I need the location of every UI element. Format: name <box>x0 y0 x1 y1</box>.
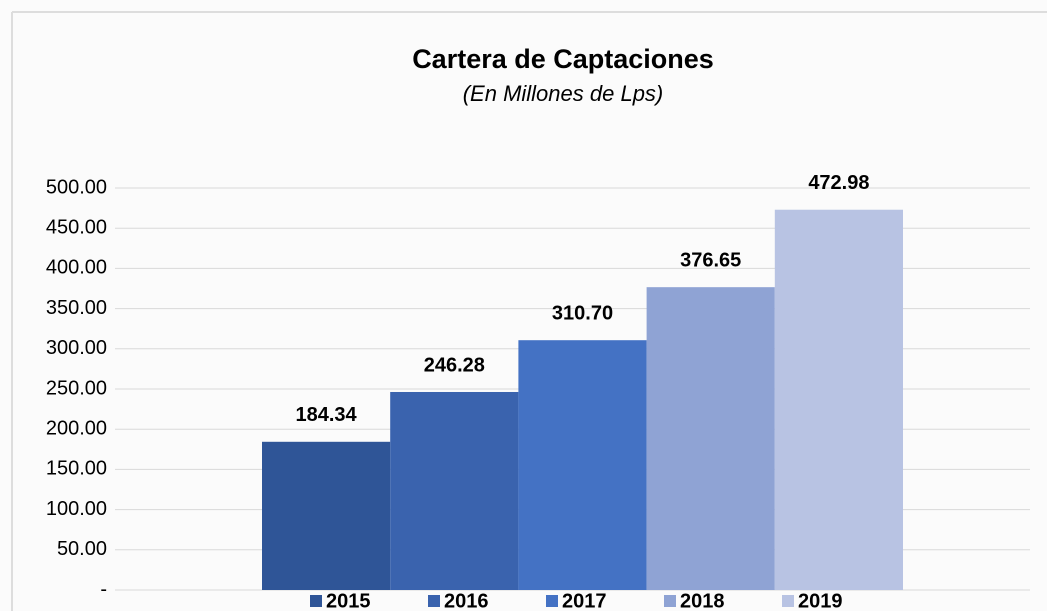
y-tick-label: - <box>100 578 107 600</box>
legend-label: 2016 <box>444 590 489 611</box>
legend-swatch <box>428 595 440 607</box>
bar <box>262 441 391 590</box>
bar <box>390 391 519 590</box>
y-tick-label: 300.00 <box>46 337 107 359</box>
y-tick-label: 100.00 <box>46 498 107 520</box>
legend-label: 2015 <box>326 590 371 611</box>
y-tick-label: 350.00 <box>46 297 107 319</box>
legend-swatch <box>782 595 794 607</box>
chart-title: Cartera de Captaciones <box>412 44 714 74</box>
legend-label: 2019 <box>798 590 843 611</box>
legend-label: 2018 <box>680 590 725 611</box>
value-label: 184.34 <box>296 404 358 426</box>
y-tick-label: 150.00 <box>46 458 107 480</box>
value-label: 472.98 <box>808 172 869 194</box>
legend-swatch <box>664 595 676 607</box>
bar <box>518 340 647 590</box>
bar <box>774 209 903 591</box>
y-tick-label: 250.00 <box>46 377 107 399</box>
legend-label: 2017 <box>562 590 607 611</box>
y-tick-label: 50.00 <box>57 538 107 560</box>
legend-swatch <box>546 595 558 607</box>
y-tick-label: 400.00 <box>46 257 107 279</box>
value-label: 376.65 <box>680 249 741 271</box>
bar <box>646 287 775 590</box>
y-tick-label: 500.00 <box>46 176 107 198</box>
y-tick-label: 200.00 <box>46 417 107 439</box>
legend-swatch <box>310 595 322 607</box>
y-tick-label: 450.00 <box>46 216 107 238</box>
value-label: 310.70 <box>552 302 613 324</box>
value-label: 246.28 <box>424 354 485 376</box>
chart-subtitle: (En Millones de Lps) <box>463 81 664 106</box>
